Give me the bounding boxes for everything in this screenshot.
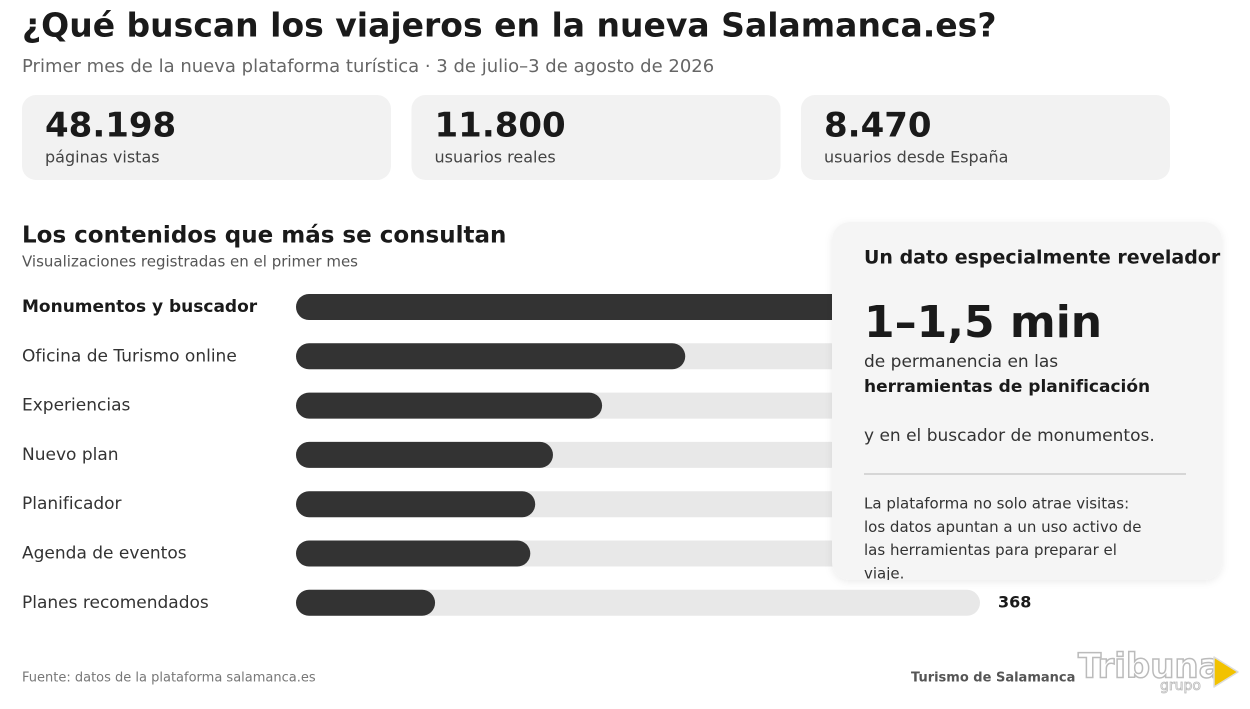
category-label: Planes recomendados bbox=[22, 593, 209, 613]
bar bbox=[296, 392, 603, 419]
kpi-card bbox=[801, 95, 1170, 180]
panel-text: y en el buscador de monumentos. bbox=[864, 426, 1155, 446]
bar bbox=[296, 441, 553, 468]
logo-icon bbox=[1213, 656, 1239, 688]
panel-note: La plataforma no solo atrae visitas: los … bbox=[864, 495, 1141, 582]
bar bbox=[296, 294, 980, 320]
kpi-value: 48.198 bbox=[45, 106, 176, 146]
kpi-label: usuarios desde España bbox=[824, 148, 1008, 167]
kpi-value: 11.800 bbox=[435, 106, 566, 146]
kpi-card bbox=[22, 95, 391, 180]
source: Fuente: datos de la plataforma salamanca… bbox=[22, 671, 316, 686]
bar bbox=[296, 491, 536, 518]
note-line: La plataforma no solo atrae visitas: bbox=[864, 495, 1129, 513]
subtitle: Primer mes de la nueva plataforma turíst… bbox=[22, 56, 714, 77]
panel-text-bold: herramientas de planificación bbox=[864, 377, 1150, 397]
category-label: Monumentos y buscador bbox=[22, 297, 258, 317]
logo-sub: grupo bbox=[1160, 678, 1201, 694]
bar bbox=[296, 343, 686, 370]
category-label: Experiencias bbox=[22, 396, 130, 416]
kpi-card bbox=[411, 95, 781, 180]
chart-subtitle: Visualizaciones registradas en el primer… bbox=[22, 253, 358, 271]
bar bbox=[296, 540, 531, 567]
kpi-label: usuarios reales bbox=[435, 148, 556, 167]
note-line: los datos apuntan a un uso activo de bbox=[864, 518, 1141, 536]
kpi-cards: 48.198 páginas vistas 11.800 usuarios reale… bbox=[22, 95, 1170, 180]
value-label: 368 bbox=[998, 592, 1031, 611]
logo: Tribuna grupo bbox=[1077, 646, 1239, 694]
note-line: las herramientas para preparar el bbox=[864, 541, 1117, 559]
bar-track bbox=[296, 589, 980, 616]
panel: Un dato especialmente revelador 1–1,5 mi… bbox=[832, 222, 1222, 582]
panel-bg bbox=[832, 222, 1222, 580]
chart-title: Los contenidos que más se consultan bbox=[22, 223, 506, 249]
kpi-label: páginas vistas bbox=[45, 148, 160, 167]
credit: Turismo de Salamanca bbox=[911, 671, 1075, 686]
category-label: Nuevo plan bbox=[22, 445, 119, 465]
category-label: Planificador bbox=[22, 494, 122, 514]
category-label: Agenda de eventos bbox=[22, 544, 187, 564]
bar-chart: Monumentos y buscador1810Oficina de Turi… bbox=[22, 294, 1043, 616]
panel-title: Un dato especialmente revelador bbox=[864, 247, 1221, 269]
panel-stat: 1–1,5 min bbox=[864, 297, 1102, 348]
bar bbox=[296, 589, 436, 616]
category-label: Oficina de Turismo online bbox=[22, 346, 237, 366]
panel-text: de permanencia en las bbox=[864, 352, 1058, 372]
kpi-value: 8.470 bbox=[824, 106, 932, 146]
note-line: viaje. bbox=[864, 564, 904, 582]
title: ¿Qué buscan los viajeros en la nueva Sal… bbox=[22, 6, 996, 45]
logo-text: Tribuna bbox=[1078, 647, 1222, 687]
